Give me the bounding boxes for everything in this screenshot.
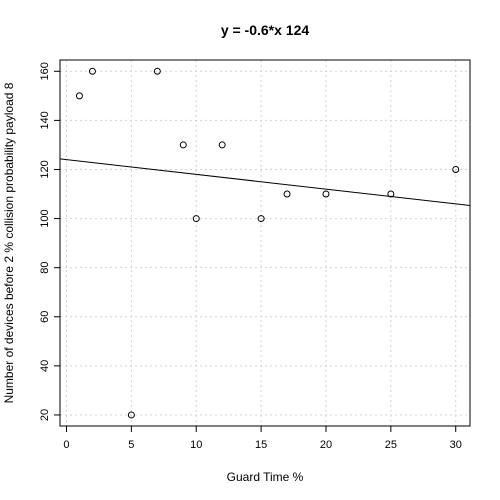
x-tick-label: 0 bbox=[63, 439, 69, 451]
y-tick-label: 20 bbox=[39, 409, 51, 421]
y-tick-label: 160 bbox=[39, 62, 51, 80]
data-point bbox=[88, 67, 96, 75]
data-point bbox=[75, 92, 83, 100]
chart-title: y = -0.6*x 124 bbox=[221, 22, 310, 38]
x-tick-label: 25 bbox=[385, 439, 397, 451]
y-axis-label: Number of devices before 2 % collision p… bbox=[2, 82, 16, 403]
x-tick-label: 15 bbox=[255, 439, 267, 451]
y-tick-label: 80 bbox=[39, 262, 51, 274]
data-point bbox=[192, 215, 200, 223]
grid bbox=[60, 60, 470, 426]
regression-layer bbox=[59, 158, 471, 206]
axes: 0 5 10 15 20 25 30 20 40 60 80 100 120 140 160 bbox=[39, 62, 462, 451]
x-tick-label: 20 bbox=[320, 439, 332, 451]
y-tick-label: 120 bbox=[39, 160, 51, 178]
x-tick-label: 10 bbox=[190, 439, 202, 451]
regression-line bbox=[59, 158, 471, 206]
y-tick-label: 40 bbox=[39, 360, 51, 372]
data-point bbox=[257, 215, 265, 223]
plot-frame bbox=[59, 59, 471, 427]
data-point bbox=[322, 190, 330, 198]
y-tick-label: 60 bbox=[39, 311, 51, 323]
x-axis-label: Guard Time % bbox=[227, 470, 304, 484]
data-point bbox=[452, 165, 460, 173]
data-point bbox=[179, 141, 187, 149]
x-tick-label: 5 bbox=[128, 439, 134, 451]
y-tick-label: 140 bbox=[39, 111, 51, 129]
points-layer bbox=[75, 67, 460, 419]
data-point bbox=[153, 67, 161, 75]
y-tick-label: 100 bbox=[39, 209, 51, 227]
data-point bbox=[127, 411, 135, 419]
data-point bbox=[387, 190, 395, 198]
data-point bbox=[218, 141, 226, 149]
x-tick-label: 30 bbox=[450, 439, 462, 451]
data-point bbox=[283, 190, 291, 198]
